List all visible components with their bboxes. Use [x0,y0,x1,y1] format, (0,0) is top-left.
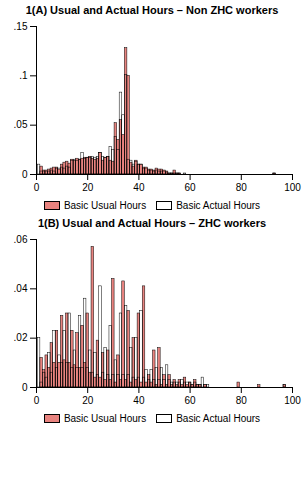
svg-text:20: 20 [82,395,94,406]
svg-text:40: 40 [133,182,145,193]
html-text:Basic Usual Hours: Basic Usual Hours [63,200,147,211]
html-text:1(A) Usual and Actual Hours –: 1(A) Usual and Actual Hours – Non ZHC wo… [25,4,279,16]
svg-text:40: 40 [133,395,145,406]
html-text:Basic Usual Hours: Basic Usual Hours [63,413,147,424]
svg-text:0: 0 [34,395,40,406]
svg-text:0: 0 [22,169,28,180]
svg-text:0: 0 [34,182,40,193]
svg-text:.15: .15 [14,21,28,32]
svg-text:.04: .04 [14,283,28,294]
svg-text:.05: .05 [14,119,28,130]
svg-text:80: 80 [236,182,248,193]
svg-text:.06: .06 [14,234,28,245]
svg-text:100: 100 [284,182,301,193]
html-text:1(B) Usual and Actual Hours –: 1(B) Usual and Actual Hours – ZHC worker… [37,217,267,229]
svg-text:20: 20 [82,182,94,193]
svg-text:60: 60 [185,182,197,193]
html-text:Basic Actual Hours: Basic Actual Hours [176,413,261,424]
svg-text:.1: .1 [19,70,28,81]
svg-text:.02: .02 [14,332,28,343]
svg-text:60: 60 [185,395,197,406]
svg-text:80: 80 [236,395,248,406]
svg-text:0: 0 [22,382,28,393]
html-text:Basic Actual Hours: Basic Actual Hours [176,200,261,211]
svg-text:100: 100 [284,395,301,406]
